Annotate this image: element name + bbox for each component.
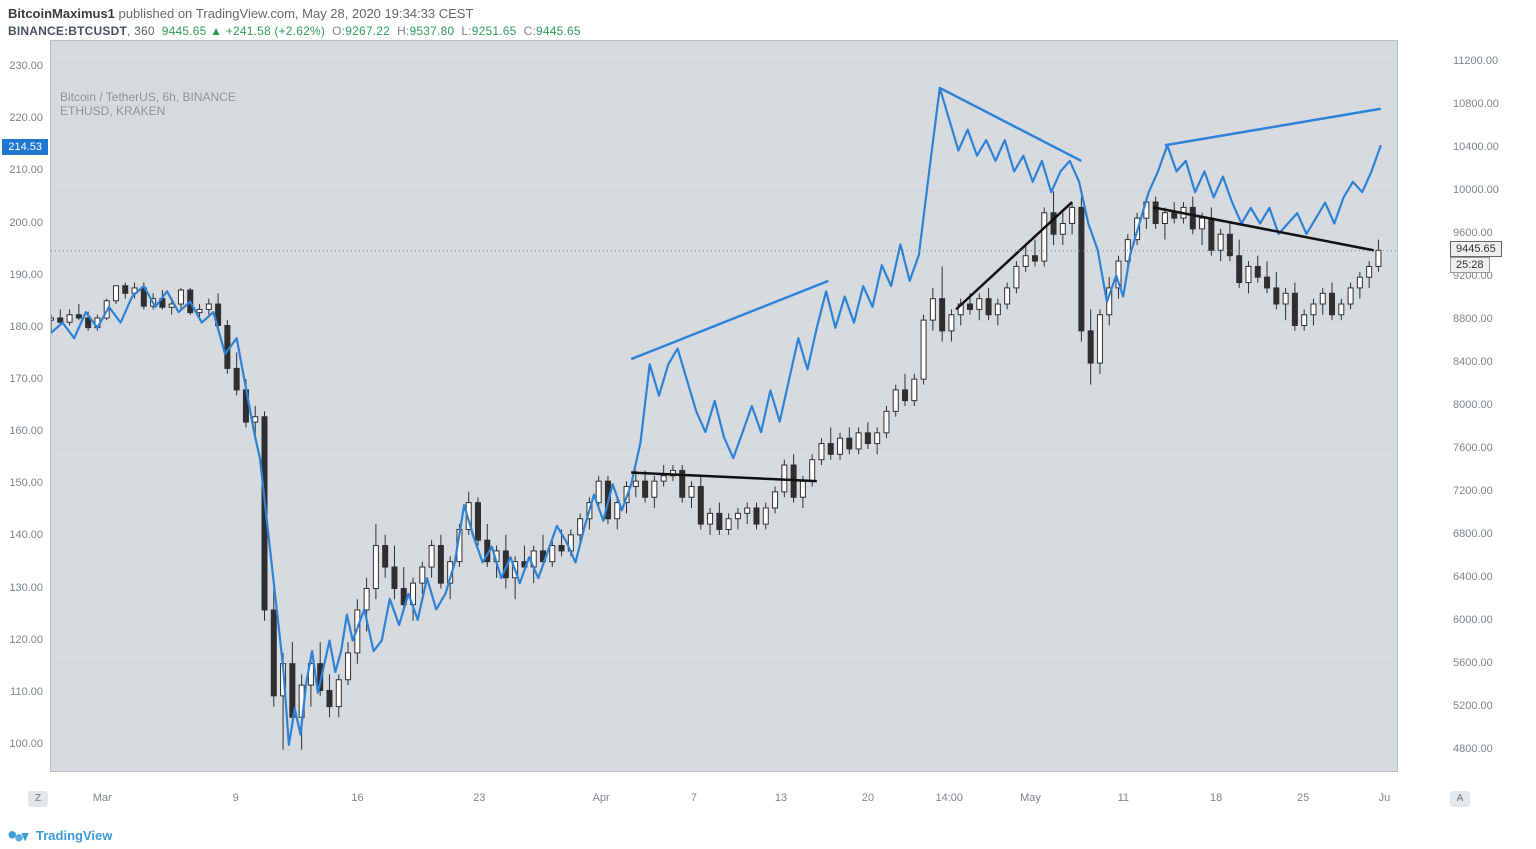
right-axis-tick: 4800.00 (1450, 742, 1496, 756)
right-axis-tick: 9600.00 (1450, 226, 1496, 240)
time-axis-label: Apr (593, 792, 610, 804)
overlay-title-1: Bitcoin / TetherUS, 6h, BINANCE (60, 90, 236, 104)
left-axis-tick: 150.00 (6, 476, 46, 490)
right-axis-tick: 6000.00 (1450, 613, 1496, 627)
time-axis-label: Ju (1379, 792, 1391, 804)
footer-text: TradingView (36, 828, 112, 843)
auto-button[interactable]: A (1450, 791, 1470, 807)
left-axis-tick: 120.00 (6, 633, 46, 647)
right-axis-tick: 5200.00 (1450, 699, 1496, 713)
right-axis-tick: 5600.00 (1450, 656, 1496, 670)
zoom-button[interactable]: Z (28, 791, 48, 807)
left-price-axis[interactable]: 100.00 110.00 120.00 130.00 140.00 150.00 160.… (0, 40, 50, 770)
right-price-axis[interactable]: 4800.00 5200.00 5600.00 6000.00 6400.00 6800.… (1446, 40, 1536, 770)
right-axis-tick: 10000.00 (1450, 183, 1502, 197)
author: BitcoinMaximus1 (8, 6, 115, 21)
time-axis-label: 18 (1210, 792, 1222, 804)
ohlc-c: 9445.65 (536, 24, 581, 38)
change-abs: +241.58 (226, 24, 271, 38)
time-axis-label: 14:00 (936, 792, 964, 804)
right-axis-tick: 8800.00 (1450, 312, 1496, 326)
site: TradingView.com (196, 6, 295, 21)
left-axis-price-tag: 214.53 (2, 139, 48, 155)
ohlc-h: 9537.80 (409, 24, 454, 38)
right-axis-countdown: 25:28 (1450, 257, 1490, 273)
left-axis-tick: 210.00 (6, 163, 46, 177)
right-axis-tick: 6400.00 (1450, 570, 1496, 584)
left-axis-tick: 200.00 (6, 216, 46, 230)
right-axis-tick: 8400.00 (1450, 355, 1496, 369)
time-axis[interactable]: Mar 9 16 23 Apr 7 13 20 14:00 May 11 18 25 Ju (50, 789, 1396, 809)
footer-brand[interactable]: TradingView (8, 828, 112, 843)
left-axis-tick: 130.00 (6, 581, 46, 595)
left-axis-tick: 190.00 (6, 268, 46, 282)
left-axis-tick: 100.00 (6, 737, 46, 751)
chart-area: Bitcoin / TetherUS, 6h, BINANCE ETHUSD, … (0, 40, 1536, 800)
right-axis-tick: 10800.00 (1450, 97, 1502, 111)
time-axis-label: 25 (1297, 792, 1309, 804)
left-axis-tick: 180.00 (6, 320, 46, 334)
time-axis-label: 23 (473, 792, 485, 804)
left-axis-tick: 170.00 (6, 372, 46, 386)
publish-header: BitcoinMaximus1 published on TradingView… (8, 6, 473, 21)
ohlc-status: BINANCE:BTCUSDT, 360 9445.65 ▲ +241.58 (… (8, 24, 581, 38)
right-axis-tick: 7200.00 (1450, 484, 1496, 498)
time-axis-label: Mar (93, 792, 112, 804)
right-axis-tick: 7600.00 (1450, 441, 1496, 455)
timestamp: May 28, 2020 19:34:33 CEST (302, 6, 473, 21)
left-axis-tick: 140.00 (6, 528, 46, 542)
change-pct: (+2.62%) (274, 24, 325, 38)
left-axis-tick: 220.00 (6, 111, 46, 125)
right-axis-tick: 10400.00 (1450, 140, 1502, 154)
time-axis-label: 16 (351, 792, 363, 804)
symbol: BTCUSDT (68, 24, 127, 38)
time-axis-label: 20 (862, 792, 874, 804)
time-axis-label: 11 (1118, 792, 1129, 804)
interval: 360 (134, 24, 155, 38)
time-axis-label: May (1020, 792, 1041, 804)
time-axis-label: 7 (691, 792, 697, 804)
symbol-prefix: BINANCE: (8, 24, 68, 38)
time-axis-label: 13 (775, 792, 787, 804)
left-axis-tick: 230.00 (6, 59, 46, 73)
time-axis-label: 9 (233, 792, 239, 804)
published-word: published on (119, 6, 193, 21)
right-axis-tick: 11200.00 (1450, 54, 1501, 68)
tradingview-logo-icon (8, 829, 30, 843)
overlay-title-2: ETHUSD, KRAKEN (60, 104, 236, 118)
ohlc-l: 9251.65 (472, 24, 517, 38)
ohlc-o: 9267.22 (345, 24, 390, 38)
left-axis-tick: 160.00 (6, 424, 46, 438)
left-axis-tick: 110.00 (7, 685, 46, 699)
right-axis-price-tag: 9445.65 (1450, 241, 1502, 257)
right-axis-tick: 6800.00 (1450, 527, 1496, 541)
right-axis-tick: 8000.00 (1450, 398, 1496, 412)
price-chart[interactable] (50, 40, 1398, 772)
overlay-titles: Bitcoin / TetherUS, 6h, BINANCE ETHUSD, … (60, 90, 236, 118)
last-price: 9445.65 (162, 24, 207, 38)
